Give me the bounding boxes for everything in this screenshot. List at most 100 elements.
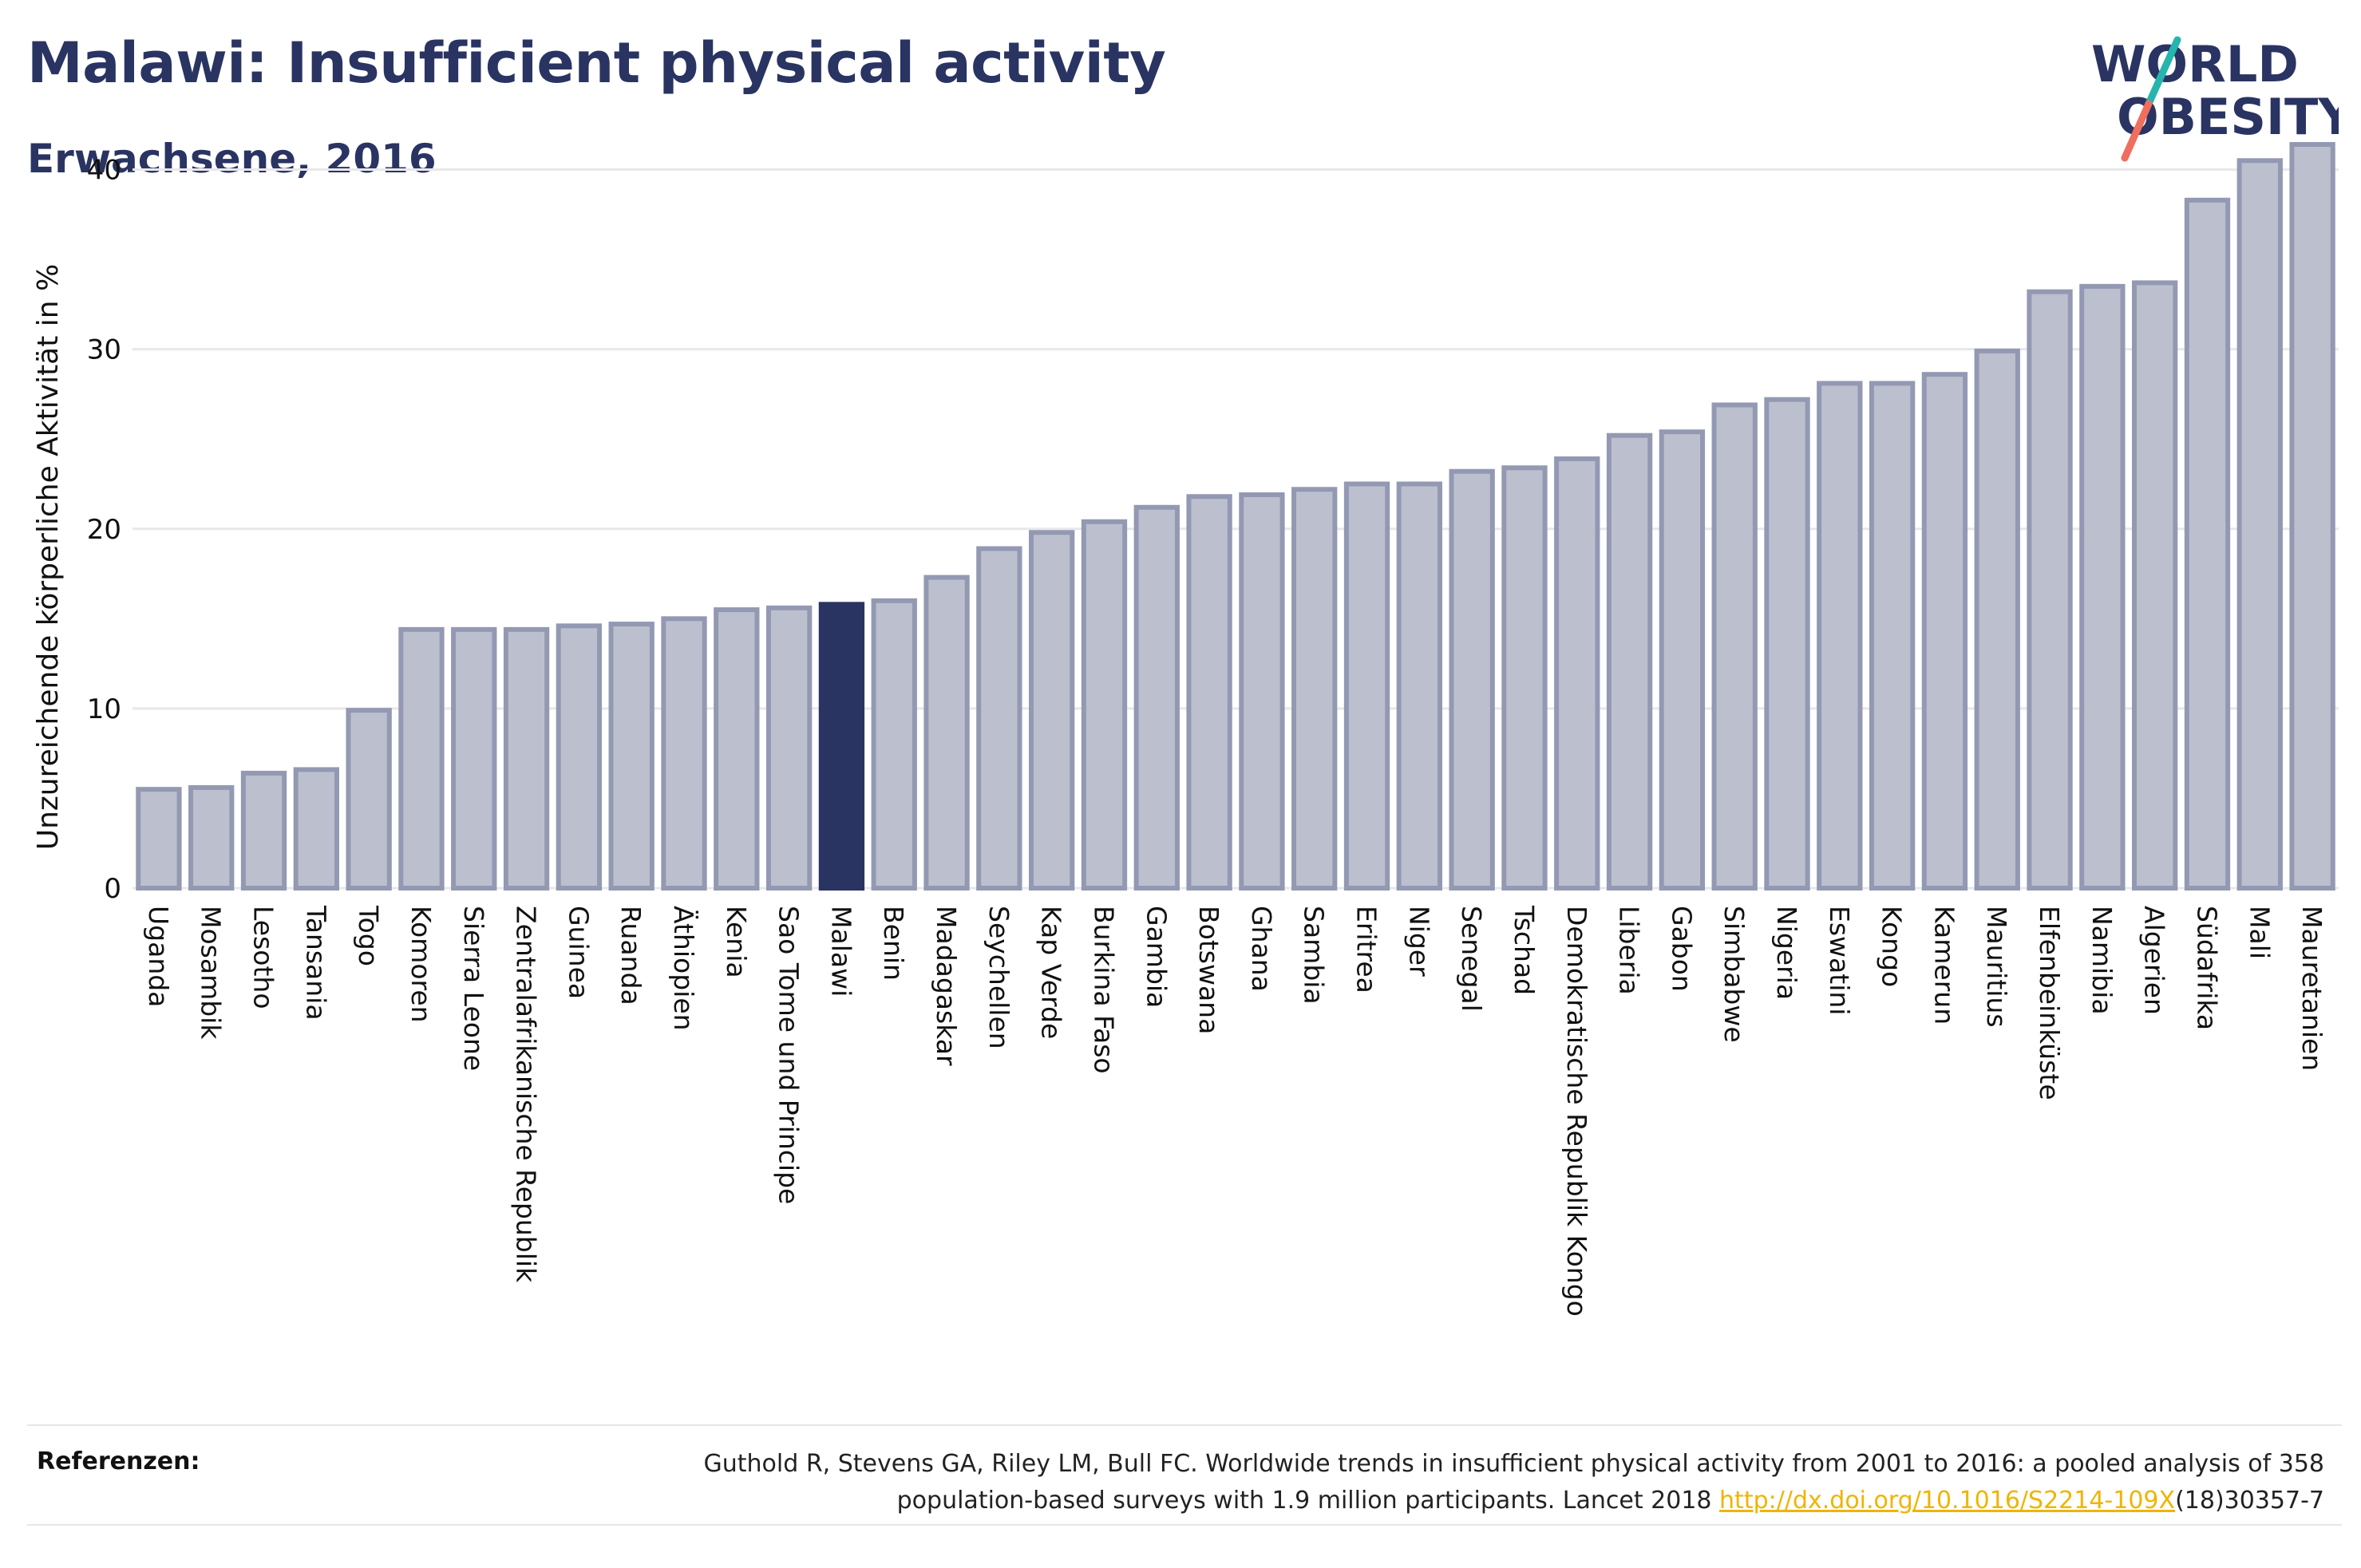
bar (923, 575, 970, 891)
x-tick-label: Sierra Leone (458, 906, 489, 1071)
bar (1291, 487, 1338, 891)
y-axis-label: Unzureichende körperliche Aktivität in % (32, 264, 65, 851)
bar (2027, 289, 2073, 891)
x-tick-label: Mauritius (1981, 906, 2012, 1028)
bar (240, 770, 287, 891)
grid-lines (132, 168, 2339, 890)
x-tick-label: Tansania (300, 905, 331, 1021)
x-tick-label: Liberia (1614, 906, 1645, 995)
bar (1449, 468, 1495, 891)
logo-slash-teal (2145, 36, 2181, 108)
bar (1133, 504, 1180, 891)
x-tick-label: Gabon (1666, 906, 1697, 992)
y-tick-labels: 0 10 20 30 40 (87, 155, 121, 905)
bar (1974, 348, 2020, 891)
bar (2079, 283, 2126, 891)
bar (346, 708, 392, 891)
bar (1343, 481, 1390, 891)
x-tick-label: Senegal (1456, 906, 1487, 1012)
bar (1606, 432, 1653, 891)
x-tick-label: Demokratische Republik Kongo (1561, 906, 1592, 1317)
bar (1659, 429, 1706, 891)
references-line-2-suffix: (18)30357-7 (2175, 1487, 2324, 1515)
references-line-1: Guthold R, Stevens GA, Riley LM, Bull FC… (703, 1450, 2324, 1478)
chart-subtitle: Erwachsene, 2016 (27, 136, 437, 182)
x-tick-label: Algerien (2139, 906, 2170, 1015)
x-tick-label: Eritrea (1351, 906, 1382, 993)
bar (136, 787, 182, 891)
y-tick-label: 10 (87, 693, 121, 725)
bar (1396, 481, 1442, 891)
bar (2184, 197, 2231, 891)
x-tick-label: Lesotho (248, 906, 279, 1009)
x-tick-label: Elfenbeinküste (2034, 906, 2065, 1100)
x-tick-label: Burkina Faso (1088, 906, 1119, 1074)
x-tick-label: Sao Tome und Principe (773, 906, 805, 1204)
bar (1186, 494, 1232, 891)
y-tick-label: 30 (87, 334, 121, 366)
x-tick-label: Äthiopien (668, 906, 699, 1031)
x-tick-label: Mauretanien (2296, 906, 2327, 1071)
x-tick-label: Benin (878, 906, 909, 981)
bar (2236, 158, 2283, 891)
x-tick-label: Botswana (1193, 906, 1224, 1034)
bar (1869, 381, 1916, 891)
references-line-2: population-based surveys with 1.9 millio… (488, 1483, 2324, 1519)
x-tick-label: Südafrika (2191, 906, 2222, 1030)
x-tick-label: Ghana (1246, 906, 1277, 992)
x-tick-label: Komoren (405, 906, 437, 1023)
x-tick-label: Togo (353, 905, 384, 966)
bar (2289, 142, 2335, 891)
bar (1081, 519, 1128, 891)
chart-title: Malawi: Insufficient physical activity (27, 30, 1166, 96)
x-tick-label: Kenia (721, 906, 752, 978)
world-obesity-logo: WORLD OBESITY (2091, 35, 2339, 162)
x-tick-label: Zentralafrikanische Republik (511, 906, 542, 1283)
bar (1764, 397, 1810, 891)
bar (608, 622, 655, 891)
bar (398, 626, 445, 891)
x-tick-label: Tschad (1509, 905, 1540, 995)
references-doi-link[interactable]: http://dx.doi.org/10.1016/S2214-109X (1719, 1487, 2176, 1515)
y-tick-label: 40 (87, 155, 121, 187)
logo-slash-coral (2121, 100, 2153, 162)
bar (871, 598, 917, 891)
x-tick-label: Gambia (1141, 906, 1172, 1008)
bar-chart: 0 10 20 30 40 Uganda Mosambik Lesotho Tansania T… (32, 142, 2339, 1317)
divider-top (27, 1424, 2342, 1426)
bar (1029, 530, 1075, 891)
bar (1554, 456, 1600, 891)
bar (1239, 492, 1285, 891)
references-label: Referenzen: (37, 1448, 200, 1475)
x-tick-label: Kap Verde (1036, 906, 1067, 1039)
x-tick-label: Malawi (825, 906, 856, 997)
x-tick-label: Seychellen (983, 906, 1014, 1049)
bar (1711, 402, 1758, 891)
x-tick-label: Guinea (563, 906, 594, 999)
bar (556, 623, 603, 891)
bar (451, 626, 497, 891)
bar (1501, 465, 1548, 891)
bar (1921, 372, 1968, 891)
x-tick-label: Mosambik (196, 906, 227, 1040)
bars (136, 142, 2335, 891)
divider-bottom (27, 1524, 2342, 1526)
bar (503, 626, 550, 891)
x-tick-labels: Uganda Mosambik Lesotho Tansania Togo Komoren… (143, 905, 2327, 1317)
x-tick-label: Nigeria (1771, 906, 1802, 1000)
x-tick-label: Kamerun (1928, 906, 1960, 1025)
y-tick-label: 20 (87, 514, 121, 546)
x-tick-label: Simbabwe (1718, 906, 1750, 1043)
bar (293, 767, 339, 891)
x-tick-label: Niger (1403, 906, 1434, 977)
y-tick-label: 0 (104, 873, 121, 905)
x-tick-label: Ruanda (615, 906, 647, 1005)
x-tick-label: Eswatini (1824, 906, 1855, 1015)
bar (765, 605, 813, 891)
references-text: Guthold R, Stevens GA, Riley LM, Bull FC… (488, 1446, 2324, 1519)
x-tick-label: Madagaskar (931, 906, 962, 1066)
x-tick-label: Sambia (1299, 906, 1330, 1005)
bar (1817, 381, 1863, 891)
bar (661, 616, 707, 891)
x-tick-label: Uganda (143, 906, 174, 1007)
